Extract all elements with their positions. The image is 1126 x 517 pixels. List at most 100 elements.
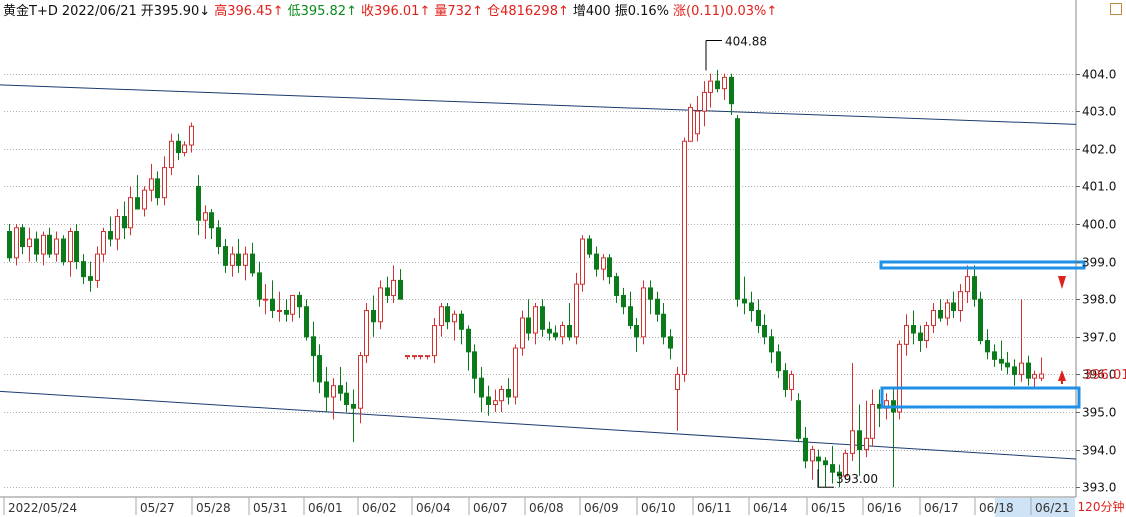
candle-body	[439, 306, 444, 327]
candle	[870, 389, 875, 446]
candle-body	[857, 430, 862, 451]
upper-trend-line	[0, 84, 1077, 125]
price-change: 涨(0.11)0.03%↑	[673, 4, 778, 19]
candle-body	[344, 392, 349, 405]
candle	[257, 261, 262, 307]
candle-body	[41, 234, 46, 255]
candle-body	[1019, 362, 1024, 375]
candle	[304, 299, 309, 341]
candle	[209, 208, 214, 240]
date-label: 06/17	[924, 501, 959, 515]
candle-body	[911, 325, 916, 334]
date-label: 06/16	[867, 501, 902, 515]
candle	[68, 227, 73, 277]
candle	[108, 216, 113, 247]
candle-body	[735, 118, 740, 300]
candle-body	[398, 279, 403, 300]
candle-body	[783, 370, 788, 390]
candle-body	[945, 302, 950, 319]
candle-body	[115, 215, 120, 240]
candle	[358, 351, 363, 424]
candle	[223, 239, 228, 273]
period-label[interactable]: 120分钟	[1077, 500, 1125, 514]
candle	[317, 344, 322, 394]
candle-body	[992, 351, 997, 360]
candle-body	[351, 403, 356, 409]
amplitude: 振0.16%	[614, 4, 670, 19]
candle	[331, 378, 336, 420]
candle-body	[695, 110, 700, 135]
price-tick-label: 401.0	[1082, 180, 1116, 194]
candle	[729, 73, 734, 115]
candle	[594, 246, 599, 277]
candle-body	[1032, 373, 1037, 379]
candle-body	[425, 355, 430, 358]
price-tick-label: 403.0	[1082, 105, 1116, 119]
candle	[297, 291, 302, 318]
candle-body	[263, 298, 268, 301]
candle	[1012, 359, 1017, 386]
settings-box-icon[interactable]	[1110, 3, 1122, 15]
candle	[230, 246, 235, 277]
candle	[992, 344, 997, 367]
candle-body	[182, 144, 187, 154]
candle	[371, 295, 376, 337]
candle	[783, 363, 788, 397]
candle-body	[135, 197, 140, 210]
candle-body	[169, 140, 174, 169]
date-label: 06/18	[979, 501, 1014, 515]
candle	[857, 404, 862, 476]
quote-date: 2022/06/21	[61, 4, 137, 19]
candle	[769, 329, 774, 364]
candle-body	[61, 238, 66, 263]
candle-body	[810, 449, 815, 462]
candle	[931, 302, 936, 334]
candle	[682, 137, 687, 382]
candle-body	[560, 325, 565, 338]
date-label: 05/27	[140, 501, 175, 515]
date-label: 06/15	[811, 501, 846, 515]
candle	[1039, 357, 1044, 382]
candle	[742, 276, 747, 315]
candle-body	[978, 298, 983, 342]
candle-body	[938, 309, 943, 319]
candle-body	[526, 317, 531, 334]
candle-body	[304, 306, 309, 338]
candle	[149, 163, 154, 202]
candle-body	[472, 351, 477, 379]
candle	[789, 370, 794, 401]
candle	[823, 457, 828, 488]
candle	[101, 227, 106, 262]
candle-body	[479, 377, 484, 398]
price-tick-label: 399.0	[1082, 256, 1116, 270]
candle	[695, 96, 700, 142]
candle	[945, 299, 950, 326]
candle-body	[364, 309, 369, 357]
candle-body	[1005, 362, 1010, 368]
candle	[648, 280, 653, 315]
candle	[41, 231, 46, 266]
candle	[95, 246, 100, 288]
candle-body	[418, 355, 423, 358]
candle-body	[196, 185, 201, 221]
candle-body	[54, 238, 59, 255]
candle	[88, 261, 93, 292]
candle-body	[257, 272, 262, 300]
candle-body	[762, 325, 767, 338]
candle	[351, 389, 356, 443]
instrument-name: 黄金T+D	[3, 4, 58, 19]
candle-body	[547, 328, 552, 334]
candle	[284, 299, 289, 322]
candle	[203, 205, 208, 240]
candle-body	[823, 460, 828, 466]
candle	[61, 235, 66, 266]
candle	[513, 344, 518, 405]
date-label: 06/04	[416, 501, 451, 515]
candle	[830, 445, 835, 484]
candle-body	[324, 381, 329, 398]
date-label: 06/02	[362, 501, 397, 515]
candle	[735, 114, 740, 307]
candle	[628, 291, 633, 330]
candle-body	[951, 302, 956, 311]
